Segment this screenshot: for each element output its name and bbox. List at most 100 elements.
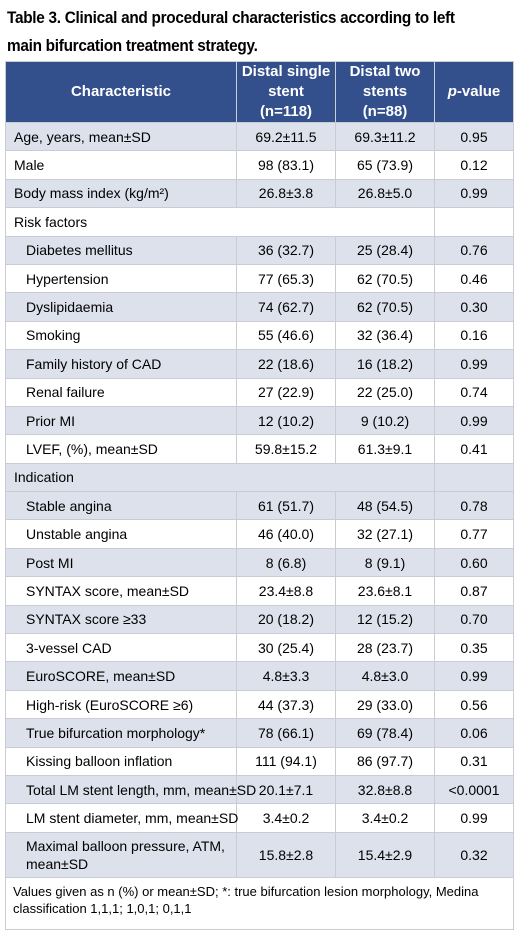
table-row: Smoking 55 (46.6) 32 (36.4) 0.16 xyxy=(5,320,514,351)
section-row-risk-factors: Risk factors xyxy=(5,207,514,237)
row-two: 8 (9.1) xyxy=(335,547,435,578)
row-label: Hypertension xyxy=(5,263,237,294)
row-single: 61 (51.7) xyxy=(236,491,336,521)
row-pvalue: 0.41 xyxy=(434,434,514,464)
table-row: Family history of CAD 22 (18.6) 16 (18.2) 0… xyxy=(5,349,514,379)
row-label: Stable angina xyxy=(5,491,237,521)
row-label: Smoking xyxy=(5,320,237,351)
section-label: Indication xyxy=(5,462,435,493)
row-pvalue: 0.99 xyxy=(434,405,514,436)
row-two: 29 (33.0) xyxy=(335,689,435,720)
row-label: SYNTAX score ≥33 xyxy=(5,604,237,635)
row-label: Maximal balloon pressure, ATM, mean±SD xyxy=(5,831,237,878)
table-row: Body mass index (kg/m²) 26.8±3.8 26.8±5.0 0… xyxy=(5,178,514,209)
row-pvalue: 0.99 xyxy=(434,803,514,833)
row-two: 9 (10.2) xyxy=(335,405,435,436)
table-row: LVEF, (%), mean±SD 59.8±15.2 61.3±9.1 0.41 xyxy=(5,434,514,464)
table-row: Unstable angina 46 (40.0) 32 (27.1) 0.77 xyxy=(5,519,514,549)
table-row: Stable angina 61 (51.7) 48 (54.5) 0.78 xyxy=(5,491,514,521)
section-row-indication: Indication xyxy=(5,462,514,493)
row-single: 12 (10.2) xyxy=(236,405,336,436)
row-two: 32 (36.4) xyxy=(335,320,435,351)
row-pvalue: 0.32 xyxy=(434,831,514,878)
row-label: LVEF, (%), mean±SD xyxy=(5,434,237,464)
row-label: Body mass index (kg/m²) xyxy=(5,178,237,209)
row-pvalue: 0.99 xyxy=(434,349,514,379)
header-pvalue: p-value xyxy=(434,61,514,123)
row-two: 3.4±0.2 xyxy=(335,803,435,833)
row-label: Post MI xyxy=(5,547,237,578)
header-single-line1: Distal single xyxy=(241,63,331,80)
row-pvalue: 0.70 xyxy=(434,604,514,635)
row-two: 62 (70.5) xyxy=(335,263,435,294)
row-single: 27 (22.9) xyxy=(236,377,336,407)
row-two: 48 (54.5) xyxy=(335,491,435,521)
table-header: Characteristic Distal single stent (n=11… xyxy=(5,61,514,123)
row-single: 74 (62.7) xyxy=(236,292,336,322)
header-two-stents: Distal two stents (n=88) xyxy=(335,61,435,123)
table-row: 3-vessel CAD 30 (25.4) 28 (23.7) 0.35 xyxy=(5,633,514,663)
table-title-line1: Table 3. Clinical and procedural charact… xyxy=(7,9,455,27)
table-row: Age, years, mean±SD 69.2±11.5 69.3±11.2 0.9… xyxy=(5,121,514,152)
header-pvalue-rest: -value xyxy=(456,83,501,100)
table-row: High-risk (EuroSCORE ≥6) 44 (37.3) 29 (33.… xyxy=(5,689,514,720)
row-label: Dyslipidaemia xyxy=(5,292,237,322)
table-title-line2: main bifurcation treatment strategy. xyxy=(7,37,258,55)
row-pvalue: 0.99 xyxy=(434,178,514,209)
row-label: Age, years, mean±SD xyxy=(5,121,237,152)
row-single: 3.4±0.2 xyxy=(236,803,336,833)
header-pvalue-italic: p xyxy=(447,83,457,100)
row-single: 30 (25.4) xyxy=(236,633,336,663)
row-single: 4.8±3.3 xyxy=(236,661,336,691)
table-title: Table 3. Clinical and procedural charact… xyxy=(7,4,477,60)
row-pvalue: <0.0001 xyxy=(434,774,514,805)
row-two: 65 (73.9) xyxy=(335,150,435,180)
row-pvalue xyxy=(434,207,514,237)
row-single: 44 (37.3) xyxy=(236,689,336,720)
row-label: Kissing balloon inflation xyxy=(5,746,237,776)
row-single: 26.8±3.8 xyxy=(236,178,336,209)
header-row: Characteristic Distal single stent (n=11… xyxy=(5,61,514,123)
row-label: Prior MI xyxy=(5,405,237,436)
row-label: EuroSCORE, mean±SD xyxy=(5,661,237,691)
row-two: 32 (27.1) xyxy=(335,519,435,549)
characteristics-table: Characteristic Distal single stent (n=11… xyxy=(5,61,514,930)
row-single: 36 (32.7) xyxy=(236,235,336,265)
row-pvalue: 0.35 xyxy=(434,633,514,663)
table-row: Total LM stent length, mm, mean±SD 20.1±7… xyxy=(5,774,514,805)
table-row: Dyslipidaemia 74 (62.7) 62 (70.5) 0.30 xyxy=(5,292,514,322)
row-label: Renal failure xyxy=(5,377,237,407)
row-single: 98 (83.1) xyxy=(236,150,336,180)
row-label: 3-vessel CAD xyxy=(5,633,237,663)
row-single: 69.2±11.5 xyxy=(236,121,336,152)
row-pvalue: 0.77 xyxy=(434,519,514,549)
row-pvalue: 0.12 xyxy=(434,150,514,180)
table-row: SYNTAX score, mean±SD 23.4±8.8 23.6±8.1 0.8… xyxy=(5,576,514,606)
row-pvalue: 0.06 xyxy=(434,718,514,748)
row-single: 77 (65.3) xyxy=(236,263,336,294)
row-label: LM stent diameter, mm, mean±SD xyxy=(5,803,238,833)
table-footer: Values given as n (%) or mean±SD; *: tru… xyxy=(5,876,514,930)
row-two: 28 (23.7) xyxy=(335,633,435,663)
row-label: Male xyxy=(5,150,237,180)
row-pvalue: 0.31 xyxy=(434,746,514,776)
section-label: Risk factors xyxy=(5,207,435,237)
table-row: Prior MI 12 (10.2) 9 (10.2) 0.99 xyxy=(5,405,514,436)
row-two: 86 (97.7) xyxy=(335,746,435,776)
row-pvalue xyxy=(434,462,514,493)
row-label: Family history of CAD xyxy=(5,349,237,379)
row-pvalue: 0.60 xyxy=(434,547,514,578)
row-two: 15.4±2.9 xyxy=(335,831,435,878)
row-pvalue: 0.46 xyxy=(434,263,514,294)
table-row: LM stent diameter, mm, mean±SD 3.4±0.2 3.4… xyxy=(5,803,514,833)
row-single: 20.1±7.1 xyxy=(236,774,336,805)
row-single: 8 (6.8) xyxy=(236,547,336,578)
table-row: Diabetes mellitus 36 (32.7) 25 (28.4) 0.76 xyxy=(5,235,514,265)
row-pvalue: 0.99 xyxy=(434,661,514,691)
row-single: 46 (40.0) xyxy=(236,519,336,549)
table-row: Maximal balloon pressure, ATM, mean±SD 15… xyxy=(5,831,514,878)
row-pvalue: 0.30 xyxy=(434,292,514,322)
row-pvalue: 0.95 xyxy=(434,121,514,152)
table-row: EuroSCORE, mean±SD 4.8±3.3 4.8±3.0 0.99 xyxy=(5,661,514,691)
row-label: High-risk (EuroSCORE ≥6) xyxy=(5,689,237,720)
